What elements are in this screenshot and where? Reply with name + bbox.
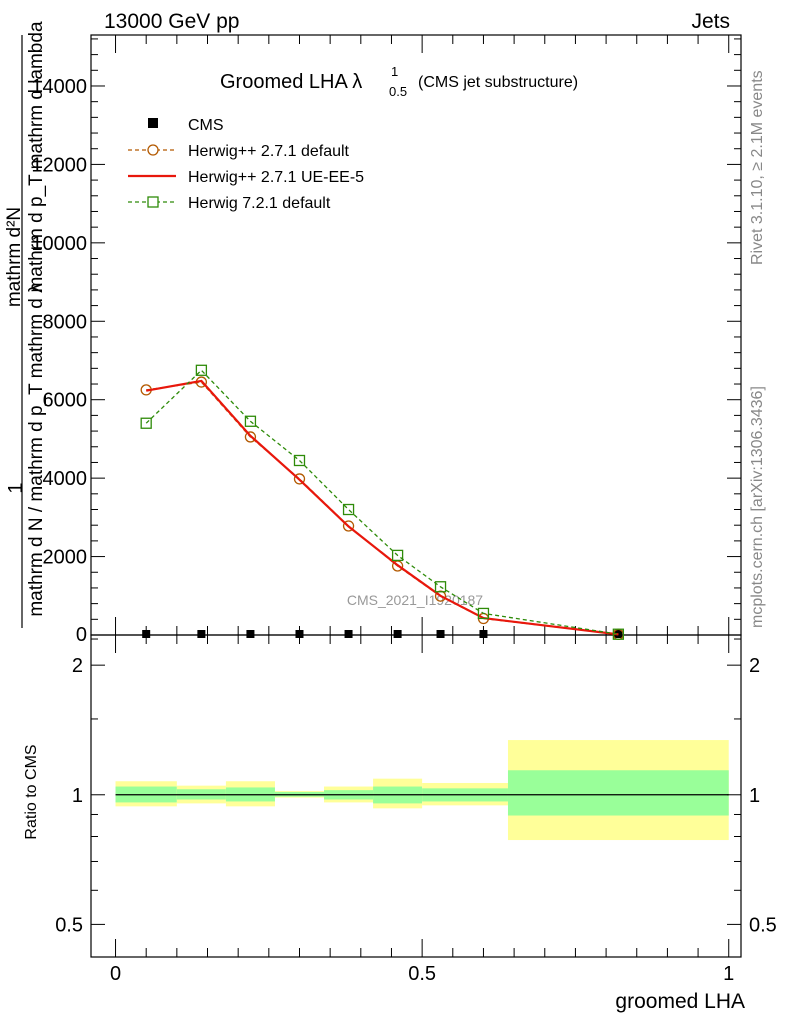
ratio-bands — [115, 740, 729, 841]
x-tick-label: 0.5 — [408, 963, 436, 985]
chart-title: Groomed LHA λ 1 0.5 (CMS jet substructur… — [220, 64, 578, 99]
ylabel-part2: mathrm d²N — [4, 207, 25, 307]
rivet-version-label: Rivet 3.1.10, ≥ 2.1M events — [749, 70, 766, 265]
legend-marker — [147, 144, 159, 156]
herwig-721-default-point — [434, 581, 447, 593]
cms-data-point — [393, 630, 402, 638]
cms-data-point — [197, 630, 206, 638]
herwig-721-default-point — [477, 607, 490, 620]
ratio-y-tick-label-right: 1 — [749, 785, 760, 807]
herwig-721-default-point — [244, 415, 257, 427]
title-sub: 0.5 — [389, 84, 407, 99]
axis-ticks: 2000 4000 6000 8000 10000 12000 14000 0 0 0.5 1 0.5… — [31, 35, 777, 985]
legend-marker — [148, 118, 158, 128]
y-tick-label: 10000 — [31, 233, 87, 255]
legend-label: CMS — [188, 117, 224, 134]
cms-data-point — [344, 630, 353, 638]
ratio-panel-frame — [90, 634, 742, 958]
x-tick-label: 0 — [110, 963, 121, 985]
ylabel-part3: mathrm d p_T mathrm d lambda — [26, 21, 47, 292]
herwig-721-default-point — [140, 417, 152, 429]
legend-label: Herwig++ 2.7.1 default — [188, 143, 350, 160]
herwig-721-default-point — [293, 454, 306, 467]
main-y-axis-label: 1 mathrm d²N mathrm d p_T mathrm d lambd… — [4, 21, 47, 628]
legend-marker — [147, 196, 159, 208]
legend-label: Herwig++ 2.7.1 UE-EE-5 — [188, 169, 364, 186]
title-note: (CMS jet substructure) — [418, 74, 578, 91]
herwig-721-default-point — [342, 503, 355, 516]
y-tick-label: 8000 — [43, 311, 88, 333]
legend: CMS Herwig++ 2.7.1 default Herwig++ 2.7.1 … — [128, 117, 364, 212]
mcplots-site-label: mcplots.cern.ch [arXiv:1306.3436] — [749, 386, 766, 628]
herwig-721-default-point — [195, 364, 208, 376]
herwig-271-default-point — [244, 431, 257, 443]
cms-data-point — [295, 630, 304, 638]
title-main: Groomed LHA λ — [220, 71, 362, 93]
herwig-271-default-point — [293, 473, 306, 485]
ratio-y-tick-label: 1 — [72, 785, 83, 807]
stat-uncertainty-band — [507, 770, 729, 816]
herwig-721-default-point — [391, 549, 404, 562]
y-tick-label: 4000 — [43, 468, 88, 490]
series-layer — [140, 364, 625, 641]
x-axis-label: groomed LHA — [615, 990, 745, 1013]
series-line — [145, 369, 619, 635]
ylabel-numerator: 1 — [5, 482, 27, 493]
energy-label: 13000 GeV pp — [104, 10, 239, 33]
cms-data-point — [436, 630, 445, 638]
title-sup: 1 — [391, 64, 398, 79]
legend-label: Herwig 7.2.1 default — [188, 195, 331, 212]
ratio-y-tick-label: 0.5 — [55, 914, 83, 936]
ylabel-denominator: mathrm d N / mathrm d p_T mathrm d λ — [26, 283, 47, 617]
ratio-y-tick-label-right: 2 — [749, 655, 760, 677]
herwig-721-default-point — [612, 628, 625, 640]
series-line — [146, 379, 619, 636]
herwig-271-default-point — [342, 520, 355, 532]
y-tick-label: 6000 — [43, 390, 88, 412]
x-tick-label: 1 — [723, 963, 734, 985]
y-tick-label: 14000 — [31, 76, 87, 98]
cms-data-point — [246, 630, 255, 638]
cms-data-point — [479, 630, 488, 638]
y-tick-label: 2000 — [43, 547, 88, 569]
ratio-y-axis-label: Ratio to CMS — [23, 744, 40, 839]
ratio-y-tick-label-right: 0.5 — [749, 914, 777, 936]
ratio-y-tick-label: 2 — [72, 655, 83, 677]
process-label: Jets — [691, 10, 730, 33]
cms-data-point — [142, 630, 151, 638]
analysis-watermark: CMS_2021_I1920187 — [347, 592, 483, 608]
y-tick-label-zero: 0 — [76, 624, 87, 646]
y-tick-label: 12000 — [31, 154, 87, 176]
